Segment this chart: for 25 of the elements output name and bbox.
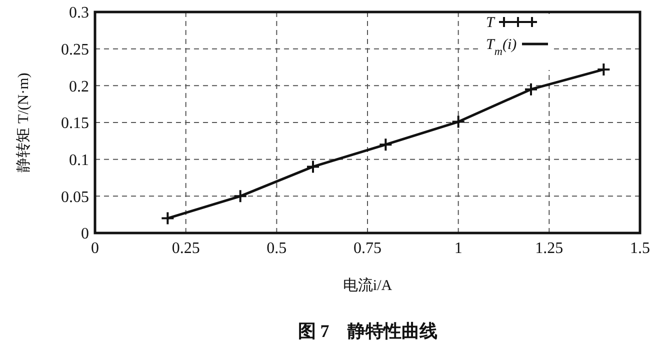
x-axis-title: 电流i/A bbox=[342, 277, 392, 294]
x-tick-label: 1 bbox=[454, 240, 462, 257]
y-axis-title: 静转矩 T/(N·m) bbox=[15, 72, 32, 172]
y-tick-label: 0 bbox=[81, 226, 89, 243]
x-tick-label: 1.25 bbox=[535, 240, 564, 257]
y-tick-label: 0.3 bbox=[69, 4, 89, 22]
legend-label: T bbox=[486, 15, 496, 31]
point bbox=[160, 211, 175, 226]
point bbox=[233, 189, 248, 204]
point bbox=[306, 160, 320, 174]
point bbox=[378, 138, 393, 152]
point bbox=[451, 114, 466, 129]
y-tick-label: 0.05 bbox=[61, 188, 89, 206]
x-tick-label: 0.25 bbox=[172, 240, 200, 257]
y-tick-label: 0.2 bbox=[69, 78, 89, 96]
x-tick-label: 1.5 bbox=[630, 240, 650, 257]
text: 图 7 静特性曲线 bbox=[298, 321, 438, 341]
y-tick-label: 0.1 bbox=[69, 152, 89, 169]
point bbox=[524, 82, 538, 96]
y-tick-label: 0.15 bbox=[61, 115, 89, 132]
x-tick-label: 0.75 bbox=[354, 240, 382, 257]
point bbox=[596, 62, 611, 76]
legend-label: T$_{m}$(i) bbox=[486, 37, 517, 58]
x-tick-label: 0.5 bbox=[266, 240, 287, 257]
y-tick-label: 0.25 bbox=[61, 41, 89, 58]
